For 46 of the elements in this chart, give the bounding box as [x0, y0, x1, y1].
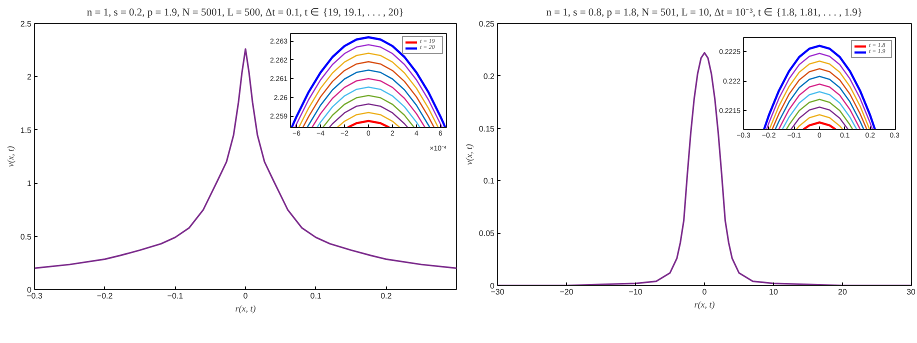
x-tick-label: −0.1	[167, 292, 184, 300]
chart-title: n = 1, s = 0.8, p = 1.8, N = 501, L = 10, Δt = 10⁻³, t ∈ {1.8, 1.81, . . . , 1.9}	[546, 8, 862, 18]
line-series	[302, 61, 435, 128]
line-series	[306, 70, 430, 128]
y-tick-label: 0.5	[20, 232, 32, 242]
x-axis-title: r(x, t)	[694, 300, 715, 310]
line-series	[311, 78, 426, 128]
x-tick-label: −0.3	[26, 292, 43, 300]
chart-title: n = 1, s = 0.2, p = 1.9, N = 5001, L = 500, Δt = 0.1, t ∈ {19, 19.1, . . . , 20}	[86, 8, 404, 18]
line-series	[771, 68, 868, 130]
x-tick-label: 30	[906, 288, 916, 296]
x-tick-label: −30	[490, 288, 505, 296]
line-series	[336, 112, 400, 128]
y-tick-label: 2	[27, 72, 32, 82]
y-tick-label: 0.2	[483, 72, 496, 81]
x-tick-label: 10	[769, 288, 778, 296]
line-series	[774, 76, 864, 130]
line-series	[34, 48, 456, 270]
line-series	[778, 83, 861, 130]
x-tick-label: −0.2	[96, 292, 114, 300]
y-tick-label: 2.5	[20, 20, 32, 28]
y-axis-title: v(x, t)	[464, 144, 474, 165]
y-tick-label: 0	[490, 282, 496, 290]
y-tick-label: 0.1	[483, 176, 496, 186]
line-series	[796, 114, 844, 130]
line-series	[298, 52, 439, 128]
x-tick-label: 0.2	[380, 292, 392, 300]
x-tick-label: −20	[560, 288, 574, 296]
y-tick-label: 0.05	[478, 229, 496, 238]
line-series	[322, 94, 415, 128]
line-series	[328, 103, 408, 128]
y-tick-label: 1.5	[20, 126, 32, 135]
line-series	[786, 98, 854, 130]
x-tick-label: −10	[628, 288, 643, 296]
x-tick-label: 0	[702, 288, 708, 296]
x-tick-label: 20	[838, 288, 848, 296]
y-axis-title: v(x, t)	[5, 146, 16, 167]
x-axis-title: r(x, t)	[235, 304, 256, 314]
line-series	[790, 106, 849, 130]
line-series	[316, 86, 421, 128]
y-tick-label: 0.25	[478, 20, 496, 28]
line-series	[782, 91, 858, 130]
x-tick-label: 0	[243, 292, 248, 300]
y-tick-label: 0.15	[478, 124, 496, 134]
x-tick-label: 0.1	[310, 292, 322, 300]
y-tick-label: 1	[27, 179, 32, 188]
